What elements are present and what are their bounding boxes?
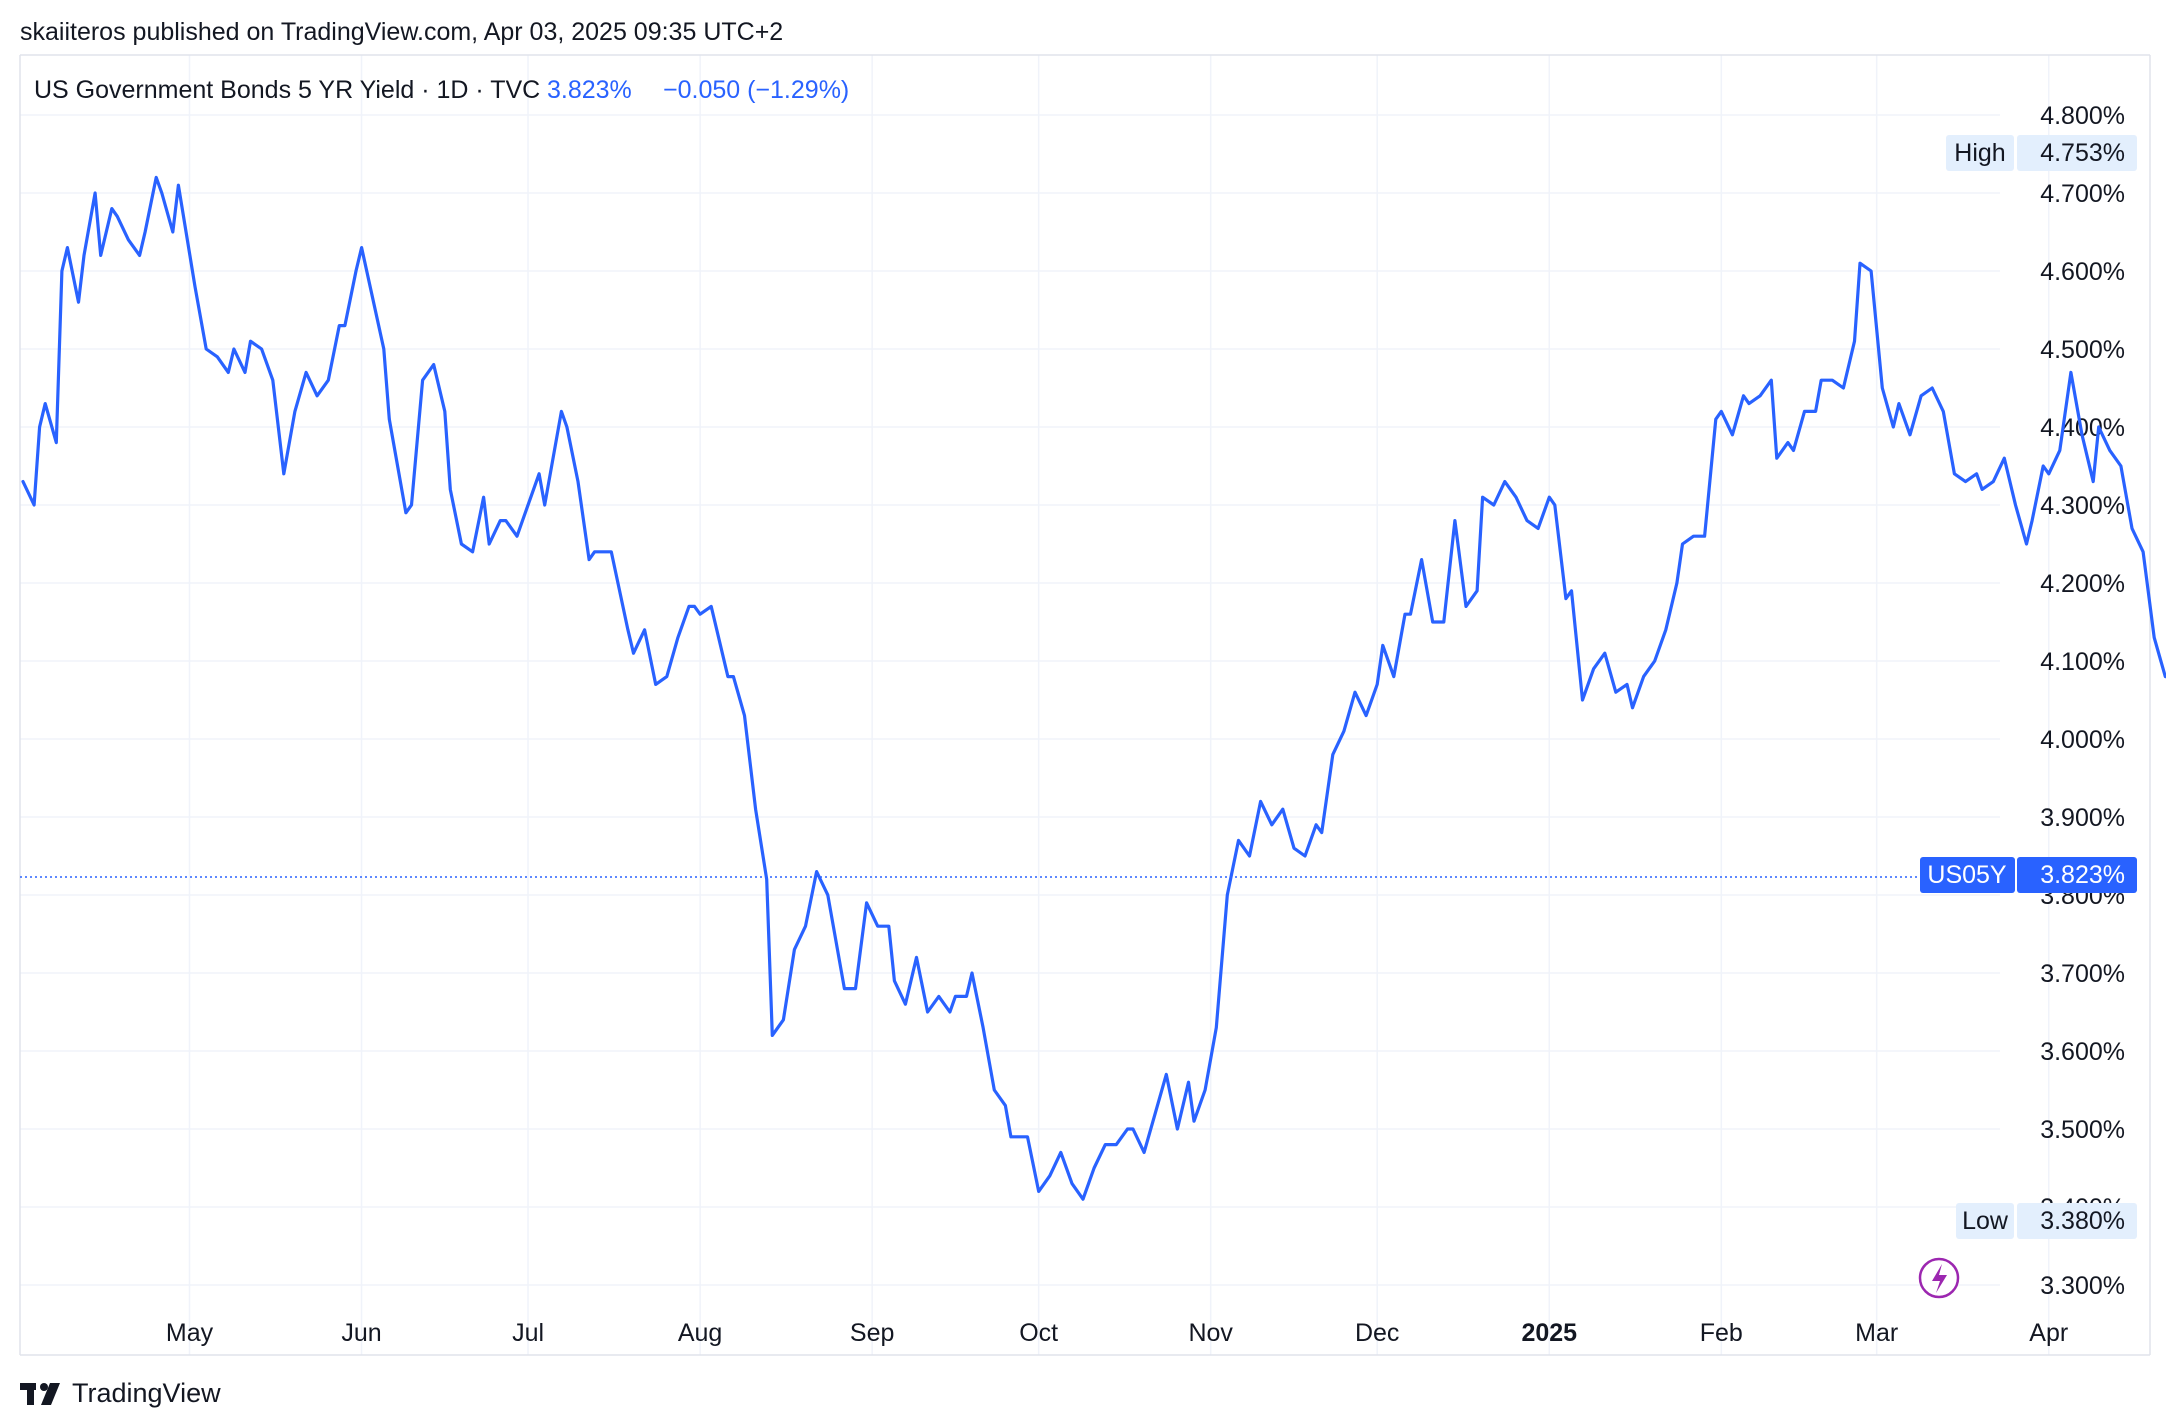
y-tick-label: 3.500% bbox=[2040, 1116, 2125, 1144]
high-label: High bbox=[1954, 139, 2005, 167]
y-tick-label: 4.600% bbox=[2040, 258, 2125, 286]
x-axis: May Jun Jul Aug Sep Oct Nov Dec 2025 Feb Mar Apr bbox=[166, 1319, 2068, 1347]
x-tick-label: Oct bbox=[1019, 1319, 1058, 1347]
y-axis: 4.800%4.700%4.600%4.500%4.400%4.300%4.20… bbox=[2040, 102, 2125, 1300]
x-tick-label: Jun bbox=[341, 1319, 381, 1347]
x-tick-label: Feb bbox=[1700, 1319, 1743, 1347]
low-label-bg bbox=[1956, 1203, 2014, 1239]
lightning-icon[interactable] bbox=[1918, 1257, 1960, 1299]
high-marker: High 4.753% bbox=[1946, 135, 2137, 171]
x-tick-label: 2025 bbox=[1521, 1319, 1577, 1347]
x-tick-label: Jul bbox=[512, 1319, 544, 1347]
chart-grid bbox=[20, 55, 2050, 1355]
y-tick-label: 4.200% bbox=[2040, 570, 2125, 598]
high-value-bg bbox=[2017, 135, 2137, 171]
x-tick-label: Aug bbox=[678, 1319, 722, 1347]
y-tick-label: 3.700% bbox=[2040, 960, 2125, 988]
low-value: 3.380% bbox=[2040, 1207, 2125, 1235]
tradingview-logo-icon bbox=[20, 1382, 60, 1405]
legend-symbol-title[interactable]: US Government Bonds 5 YR Yield · 1D · TV… bbox=[34, 76, 540, 104]
y-tick-label: 3.600% bbox=[2040, 1038, 2125, 1066]
x-tick-label: Apr bbox=[2029, 1319, 2068, 1347]
yield-line bbox=[21, 175, 2166, 1201]
legend-last-value: 3.823% bbox=[547, 76, 632, 104]
last-price-tag: US05Y 3.823% bbox=[1920, 857, 2137, 893]
legend-change: −0.050 (−1.29%) bbox=[663, 76, 849, 104]
y-tick-label: 4.100% bbox=[2040, 648, 2125, 676]
low-label: Low bbox=[1962, 1207, 2009, 1235]
y-tick-label: 4.000% bbox=[2040, 726, 2125, 754]
x-tick-label: Sep bbox=[850, 1319, 894, 1347]
tradingview-logo[interactable]: TradingView bbox=[20, 1378, 221, 1409]
y-tick-label: 4.500% bbox=[2040, 336, 2125, 364]
high-label-bg bbox=[1946, 135, 2014, 171]
x-tick-label: Dec bbox=[1355, 1319, 1399, 1347]
symbol-tag-bg bbox=[1920, 857, 2015, 893]
published-by-line: skaiiteros published on TradingView.com,… bbox=[20, 18, 784, 46]
x-tick-label: May bbox=[166, 1319, 214, 1347]
high-value: 4.753% bbox=[2040, 139, 2125, 167]
price-tag-bg bbox=[2017, 857, 2137, 893]
low-marker: Low 3.380% bbox=[1956, 1203, 2137, 1239]
low-value-bg bbox=[2017, 1203, 2137, 1239]
y-tick-label: 4.800% bbox=[2040, 102, 2125, 130]
tradingview-brand-text: TradingView bbox=[72, 1378, 221, 1408]
legend: US Government Bonds 5 YR Yield · 1D · TV… bbox=[34, 76, 849, 104]
x-tick-label: Mar bbox=[1855, 1319, 1898, 1347]
price-tag-value: 3.823% bbox=[2040, 861, 2125, 889]
y-tick-label: 3.900% bbox=[2040, 804, 2125, 832]
x-tick-label: Nov bbox=[1188, 1319, 1233, 1347]
symbol-tag-label: US05Y bbox=[1927, 861, 2007, 889]
y-tick-label: 4.700% bbox=[2040, 180, 2125, 208]
y-tick-label: 4.300% bbox=[2040, 492, 2125, 520]
y-tick-label: 3.300% bbox=[2040, 1272, 2125, 1300]
